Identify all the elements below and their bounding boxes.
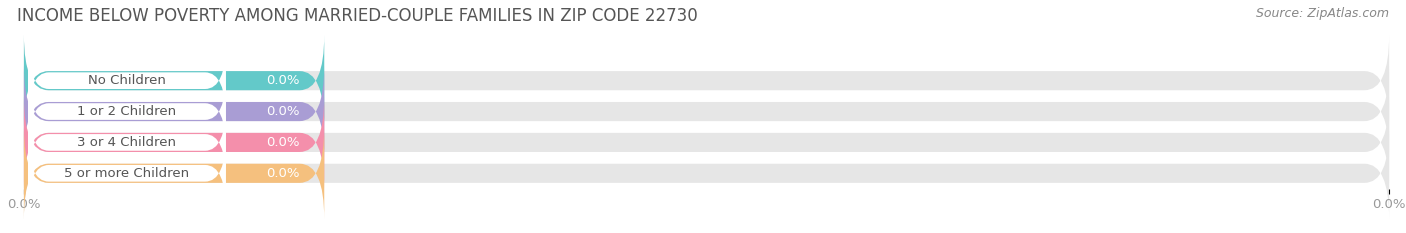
Text: 5 or more Children: 5 or more Children [65, 167, 190, 180]
FancyBboxPatch shape [24, 127, 325, 219]
FancyBboxPatch shape [24, 65, 1389, 158]
FancyBboxPatch shape [24, 127, 1389, 219]
Text: 0.0%: 0.0% [266, 74, 299, 87]
Text: 0.0%: 0.0% [266, 136, 299, 149]
FancyBboxPatch shape [28, 134, 226, 212]
FancyBboxPatch shape [28, 73, 226, 151]
FancyBboxPatch shape [24, 65, 325, 158]
Text: Source: ZipAtlas.com: Source: ZipAtlas.com [1256, 7, 1389, 20]
FancyBboxPatch shape [24, 96, 1389, 188]
Text: INCOME BELOW POVERTY AMONG MARRIED-COUPLE FAMILIES IN ZIP CODE 22730: INCOME BELOW POVERTY AMONG MARRIED-COUPL… [17, 7, 697, 25]
Text: 0.0%: 0.0% [266, 167, 299, 180]
Text: No Children: No Children [89, 74, 166, 87]
Text: 1 or 2 Children: 1 or 2 Children [77, 105, 177, 118]
FancyBboxPatch shape [24, 35, 1389, 127]
FancyBboxPatch shape [24, 96, 325, 188]
Text: 3 or 4 Children: 3 or 4 Children [77, 136, 177, 149]
FancyBboxPatch shape [28, 103, 226, 181]
FancyBboxPatch shape [24, 35, 325, 127]
FancyBboxPatch shape [28, 42, 226, 120]
Text: 0.0%: 0.0% [266, 105, 299, 118]
